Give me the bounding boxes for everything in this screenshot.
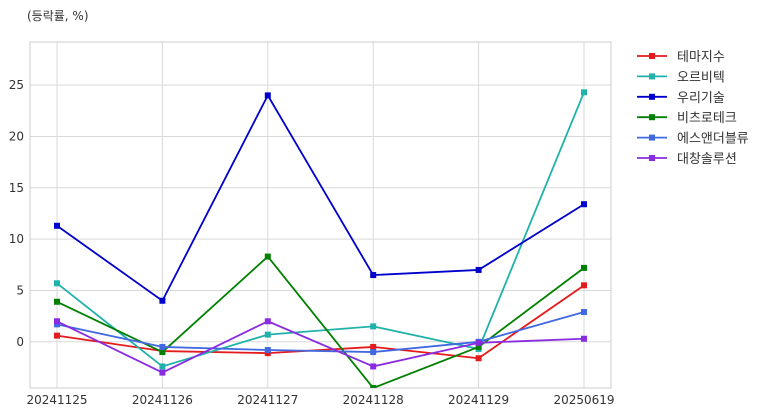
data-point — [264, 350, 271, 357]
legend-label: 우리기술 — [677, 91, 725, 106]
legend-label: 비츠로테크 — [677, 111, 737, 126]
series-line — [56, 94, 585, 302]
data-point — [370, 363, 377, 370]
data-point — [159, 363, 166, 370]
data-point — [370, 343, 377, 350]
data-point — [54, 321, 60, 328]
data-point — [264, 92, 271, 99]
y-tick-label: 5 — [16, 283, 24, 297]
legend-marker — [649, 53, 655, 59]
data-point — [264, 253, 271, 260]
legend-marker — [649, 73, 655, 80]
data-point — [475, 266, 482, 273]
series-3 — [54, 92, 587, 304]
legend-marker — [649, 155, 655, 161]
x-tick-label: 20241125 — [26, 393, 87, 407]
data-point — [370, 272, 377, 279]
plot-background — [30, 42, 611, 388]
data-point — [54, 332, 60, 339]
x-tick-label: 20241128 — [343, 393, 404, 407]
y-tick-label: 25 — [9, 78, 24, 92]
data-point — [54, 298, 60, 305]
series-line — [56, 91, 585, 368]
data-point — [581, 89, 587, 96]
y-tick-label: 0 — [16, 335, 24, 349]
legend-marker — [649, 93, 655, 100]
data-point — [159, 349, 166, 356]
y-tick-label: 20 — [9, 129, 24, 143]
legend-label: 에스앤더블류 — [677, 132, 749, 147]
legend-label: 오르비텍 — [677, 70, 725, 85]
data-point — [581, 335, 587, 342]
legend-label: 테마지수 — [677, 50, 725, 65]
x-tick-label: 20250619 — [553, 393, 614, 407]
plot-border — [29, 41, 612, 389]
series-line — [56, 320, 585, 374]
data-point — [370, 349, 377, 356]
data-point — [475, 355, 482, 362]
plot-area: 0 5 10 15 20 25 20241125 20241126 20241127 202411… — [9, 41, 615, 407]
data-point — [264, 347, 271, 354]
data-point — [370, 385, 377, 388]
legend-item: 우리기술 — [637, 91, 725, 106]
legend-item: 에스앤더블류 — [637, 132, 749, 147]
data-point — [581, 309, 587, 316]
unit-note: (등락률, %) — [27, 9, 89, 23]
data-point — [475, 343, 482, 350]
series-line — [56, 284, 585, 360]
y-tick-label: 15 — [9, 181, 24, 195]
legend-item: 테마지수 — [637, 50, 725, 65]
data-point — [54, 318, 60, 325]
y-tick-label: 10 — [9, 232, 24, 246]
legend-marker — [649, 114, 655, 121]
series-line — [56, 311, 585, 353]
data-point — [475, 339, 482, 346]
data-point — [581, 201, 587, 208]
legend-item: 대창솔루션 — [637, 152, 737, 167]
legend-label: 대창솔루션 — [677, 152, 737, 167]
series-6 — [54, 318, 587, 376]
legend-marker — [649, 134, 655, 141]
data-point — [370, 323, 377, 330]
data-point — [264, 331, 271, 338]
data-point — [581, 264, 587, 271]
data-point — [159, 343, 166, 350]
data-point — [54, 280, 60, 287]
data-point — [159, 297, 166, 304]
data-point — [581, 282, 587, 289]
legend-item: 오르비텍 — [637, 70, 725, 85]
x-tick-label: 20241127 — [237, 393, 298, 407]
data-point — [54, 222, 60, 229]
data-point — [264, 318, 271, 325]
legend-item: 비츠로테크 — [637, 111, 737, 126]
x-tick-label: 20241126 — [132, 393, 193, 407]
x-tick-label: 20241129 — [448, 393, 509, 407]
series-layer — [54, 89, 587, 388]
data-point — [159, 369, 166, 376]
